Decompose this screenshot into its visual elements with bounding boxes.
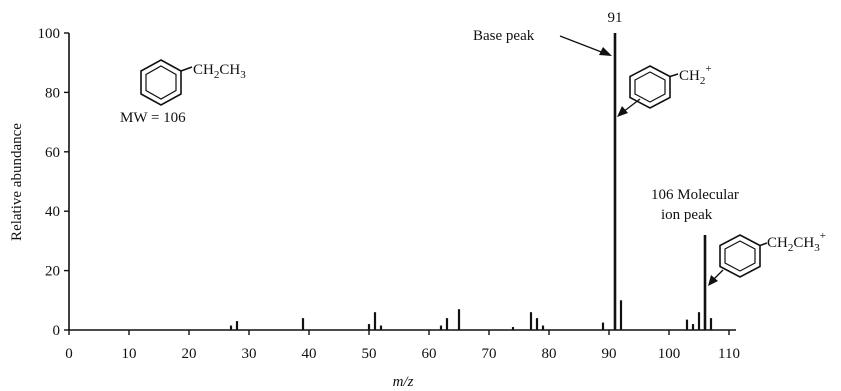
base-peak-label: Base peak xyxy=(473,28,535,44)
ethyl-bond xyxy=(759,242,768,247)
ethylbenzene-formula: CH2CH3 xyxy=(193,62,246,81)
benzyl-cation-formula: CH2+ xyxy=(679,63,712,87)
aromatic-circle-line xyxy=(634,71,666,103)
x-tick-label: 0 xyxy=(65,346,73,362)
aromatic-circle-line xyxy=(724,240,756,272)
x-tick-label: 80 xyxy=(542,346,557,362)
molecular-ion-label-line2: ion peak xyxy=(661,207,713,223)
y-tick-label: 0 xyxy=(53,323,61,339)
x-tick-label: 90 xyxy=(602,346,617,362)
benzyl-arrow xyxy=(622,98,641,113)
ethyl-bond xyxy=(180,66,193,72)
x-tick-label: 10 xyxy=(122,346,137,362)
y-tick-label: 20 xyxy=(45,264,60,280)
base-peak-arrowhead xyxy=(599,47,612,56)
x-tick-label: 20 xyxy=(182,346,197,362)
molecular-weight-label: MW = 106 xyxy=(120,110,186,126)
molecular-ion-formula: CH2CH3+ xyxy=(767,230,826,254)
aromatic-circle-line xyxy=(145,65,177,100)
y-axis-title: Relative abundance xyxy=(9,123,25,241)
methylene-bond xyxy=(669,73,679,78)
x-tick-label: 70 xyxy=(482,346,497,362)
x-tick-label: 30 xyxy=(242,346,257,362)
peak-91-label: 91 xyxy=(608,10,623,26)
molecular-ion-label-line1: 106 Molecular xyxy=(651,187,739,203)
y-tick-label: 60 xyxy=(45,145,60,161)
benzyl-arrowhead xyxy=(617,106,628,117)
x-tick-label: 40 xyxy=(302,346,317,362)
benzyl-cation-structure: CH2+ xyxy=(629,63,712,109)
molecular-ion-arrowhead xyxy=(708,275,718,286)
benzene-ring-icon xyxy=(140,59,182,106)
x-axis-title: m/z xyxy=(393,374,414,390)
ethylbenzene-structure: CH2CH3 xyxy=(140,59,246,106)
x-tick-label: 100 xyxy=(658,346,681,362)
molecular-ion-structure: CH2CH3+ xyxy=(719,230,826,278)
x-tick-label: 60 xyxy=(422,346,437,362)
y-tick-label: 80 xyxy=(45,85,60,101)
y-tick-label: 100 xyxy=(38,26,61,42)
x-tick-label: 50 xyxy=(362,346,377,362)
y-tick-label: 40 xyxy=(45,204,60,220)
x-tick-label: 110 xyxy=(718,346,740,362)
base-peak-arrow xyxy=(559,35,605,54)
